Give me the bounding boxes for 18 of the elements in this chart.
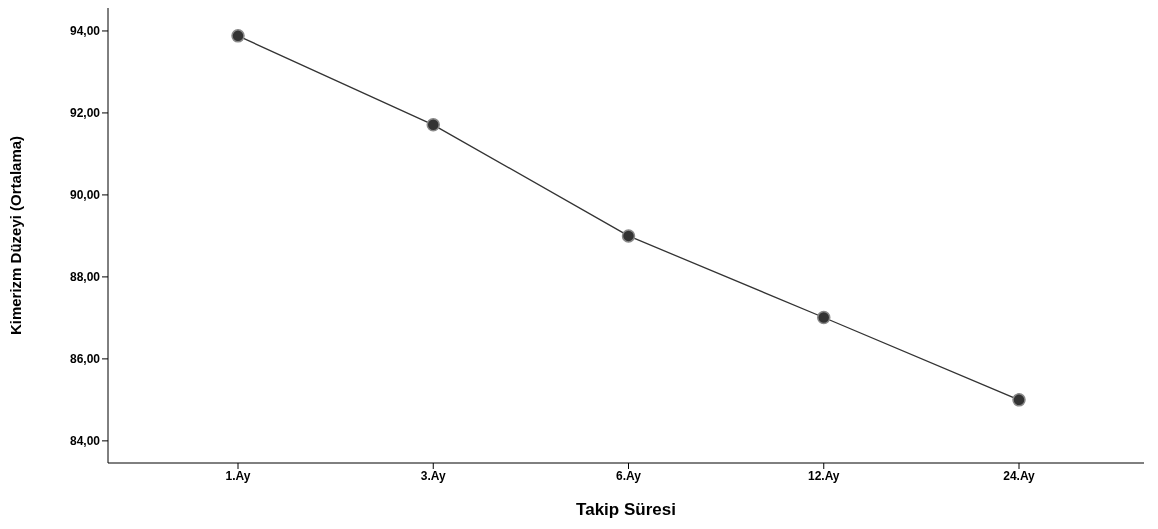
y-tick-label: 84,00 [69, 434, 101, 449]
point [621, 229, 636, 243]
x-tick-label: 1.Ay [225, 468, 251, 483]
x-tick-label: 12.Ay [807, 468, 840, 483]
y-axis-title: Kimerizm Düzeyi (Ortalama) [7, 135, 25, 336]
point [231, 29, 245, 43]
y-tick-label: 86,00 [69, 352, 101, 367]
x-tick-label: 6.Ay [616, 468, 642, 483]
point [817, 310, 831, 325]
x-tick-label: 3.Ay [420, 468, 447, 483]
point [426, 118, 440, 132]
x-axis-title: Takip Süresi [576, 500, 676, 519]
y-tick-label: 92,00 [69, 106, 101, 121]
y-tick-label: 94,00 [69, 24, 101, 39]
point [1012, 393, 1026, 407]
x-tick-label: 24.Ay [1003, 468, 1036, 483]
y-tick-label: 88,00 [69, 270, 101, 285]
y-tick-label: 90,00 [69, 188, 101, 203]
